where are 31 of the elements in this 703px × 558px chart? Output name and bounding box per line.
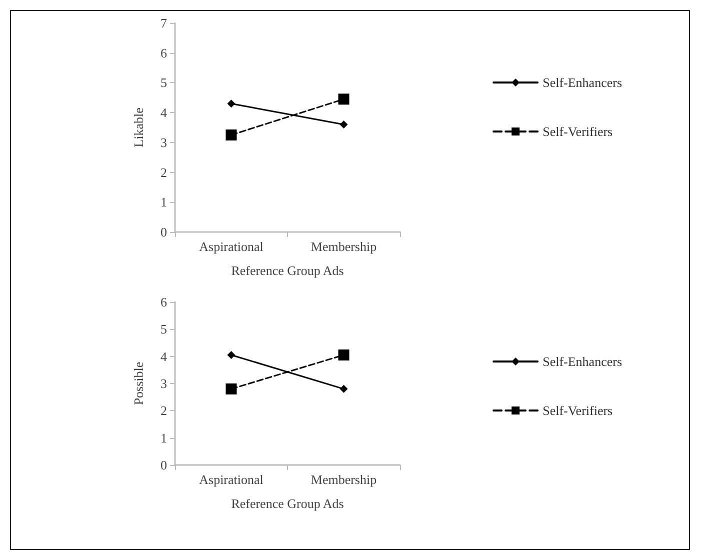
y-axis-title: Possible [131, 362, 146, 406]
y-tick-label: 3 [160, 376, 167, 391]
y-tick-label: 1 [160, 430, 167, 446]
y-tick-label: 7 [160, 16, 168, 30]
x-tick-label: Membership [310, 472, 377, 487]
point [226, 129, 237, 140]
legend-label: Self-Verifiers [542, 124, 613, 139]
y-axis-title: Likable [131, 107, 146, 148]
y-tick-label: 2 [160, 164, 167, 180]
y-tick-label: 1 [160, 194, 167, 210]
y-tick-label: 5 [160, 322, 167, 337]
legend-label: Self-Enhancers [542, 354, 622, 369]
point [227, 100, 236, 108]
legend-label: Self-Verifiers [542, 403, 613, 418]
x-tick-label: Aspirational [199, 239, 264, 254]
y-tick-label: 6 [160, 45, 168, 60]
y-tick-label: 2 [160, 403, 167, 418]
y-tick-label: 5 [160, 75, 167, 90]
x-tick-label: Aspirational [199, 472, 264, 487]
y-tick-label: 6 [160, 294, 168, 310]
y-tick-label: 0 [160, 458, 167, 472]
legend-label: Self-Enhancers [542, 75, 622, 90]
y-tick-label: 3 [160, 134, 167, 150]
point [338, 94, 350, 105]
point [340, 120, 348, 129]
x-tick-label: Membership [310, 239, 377, 254]
y-tick-label: 4 [160, 348, 168, 364]
x-axis-title: Reference Group Ads [231, 263, 344, 278]
y-tick-label: 4 [160, 105, 168, 120]
x-axis-title: Reference Group Ads [231, 496, 344, 511]
y-tick-label: 0 [160, 224, 167, 240]
